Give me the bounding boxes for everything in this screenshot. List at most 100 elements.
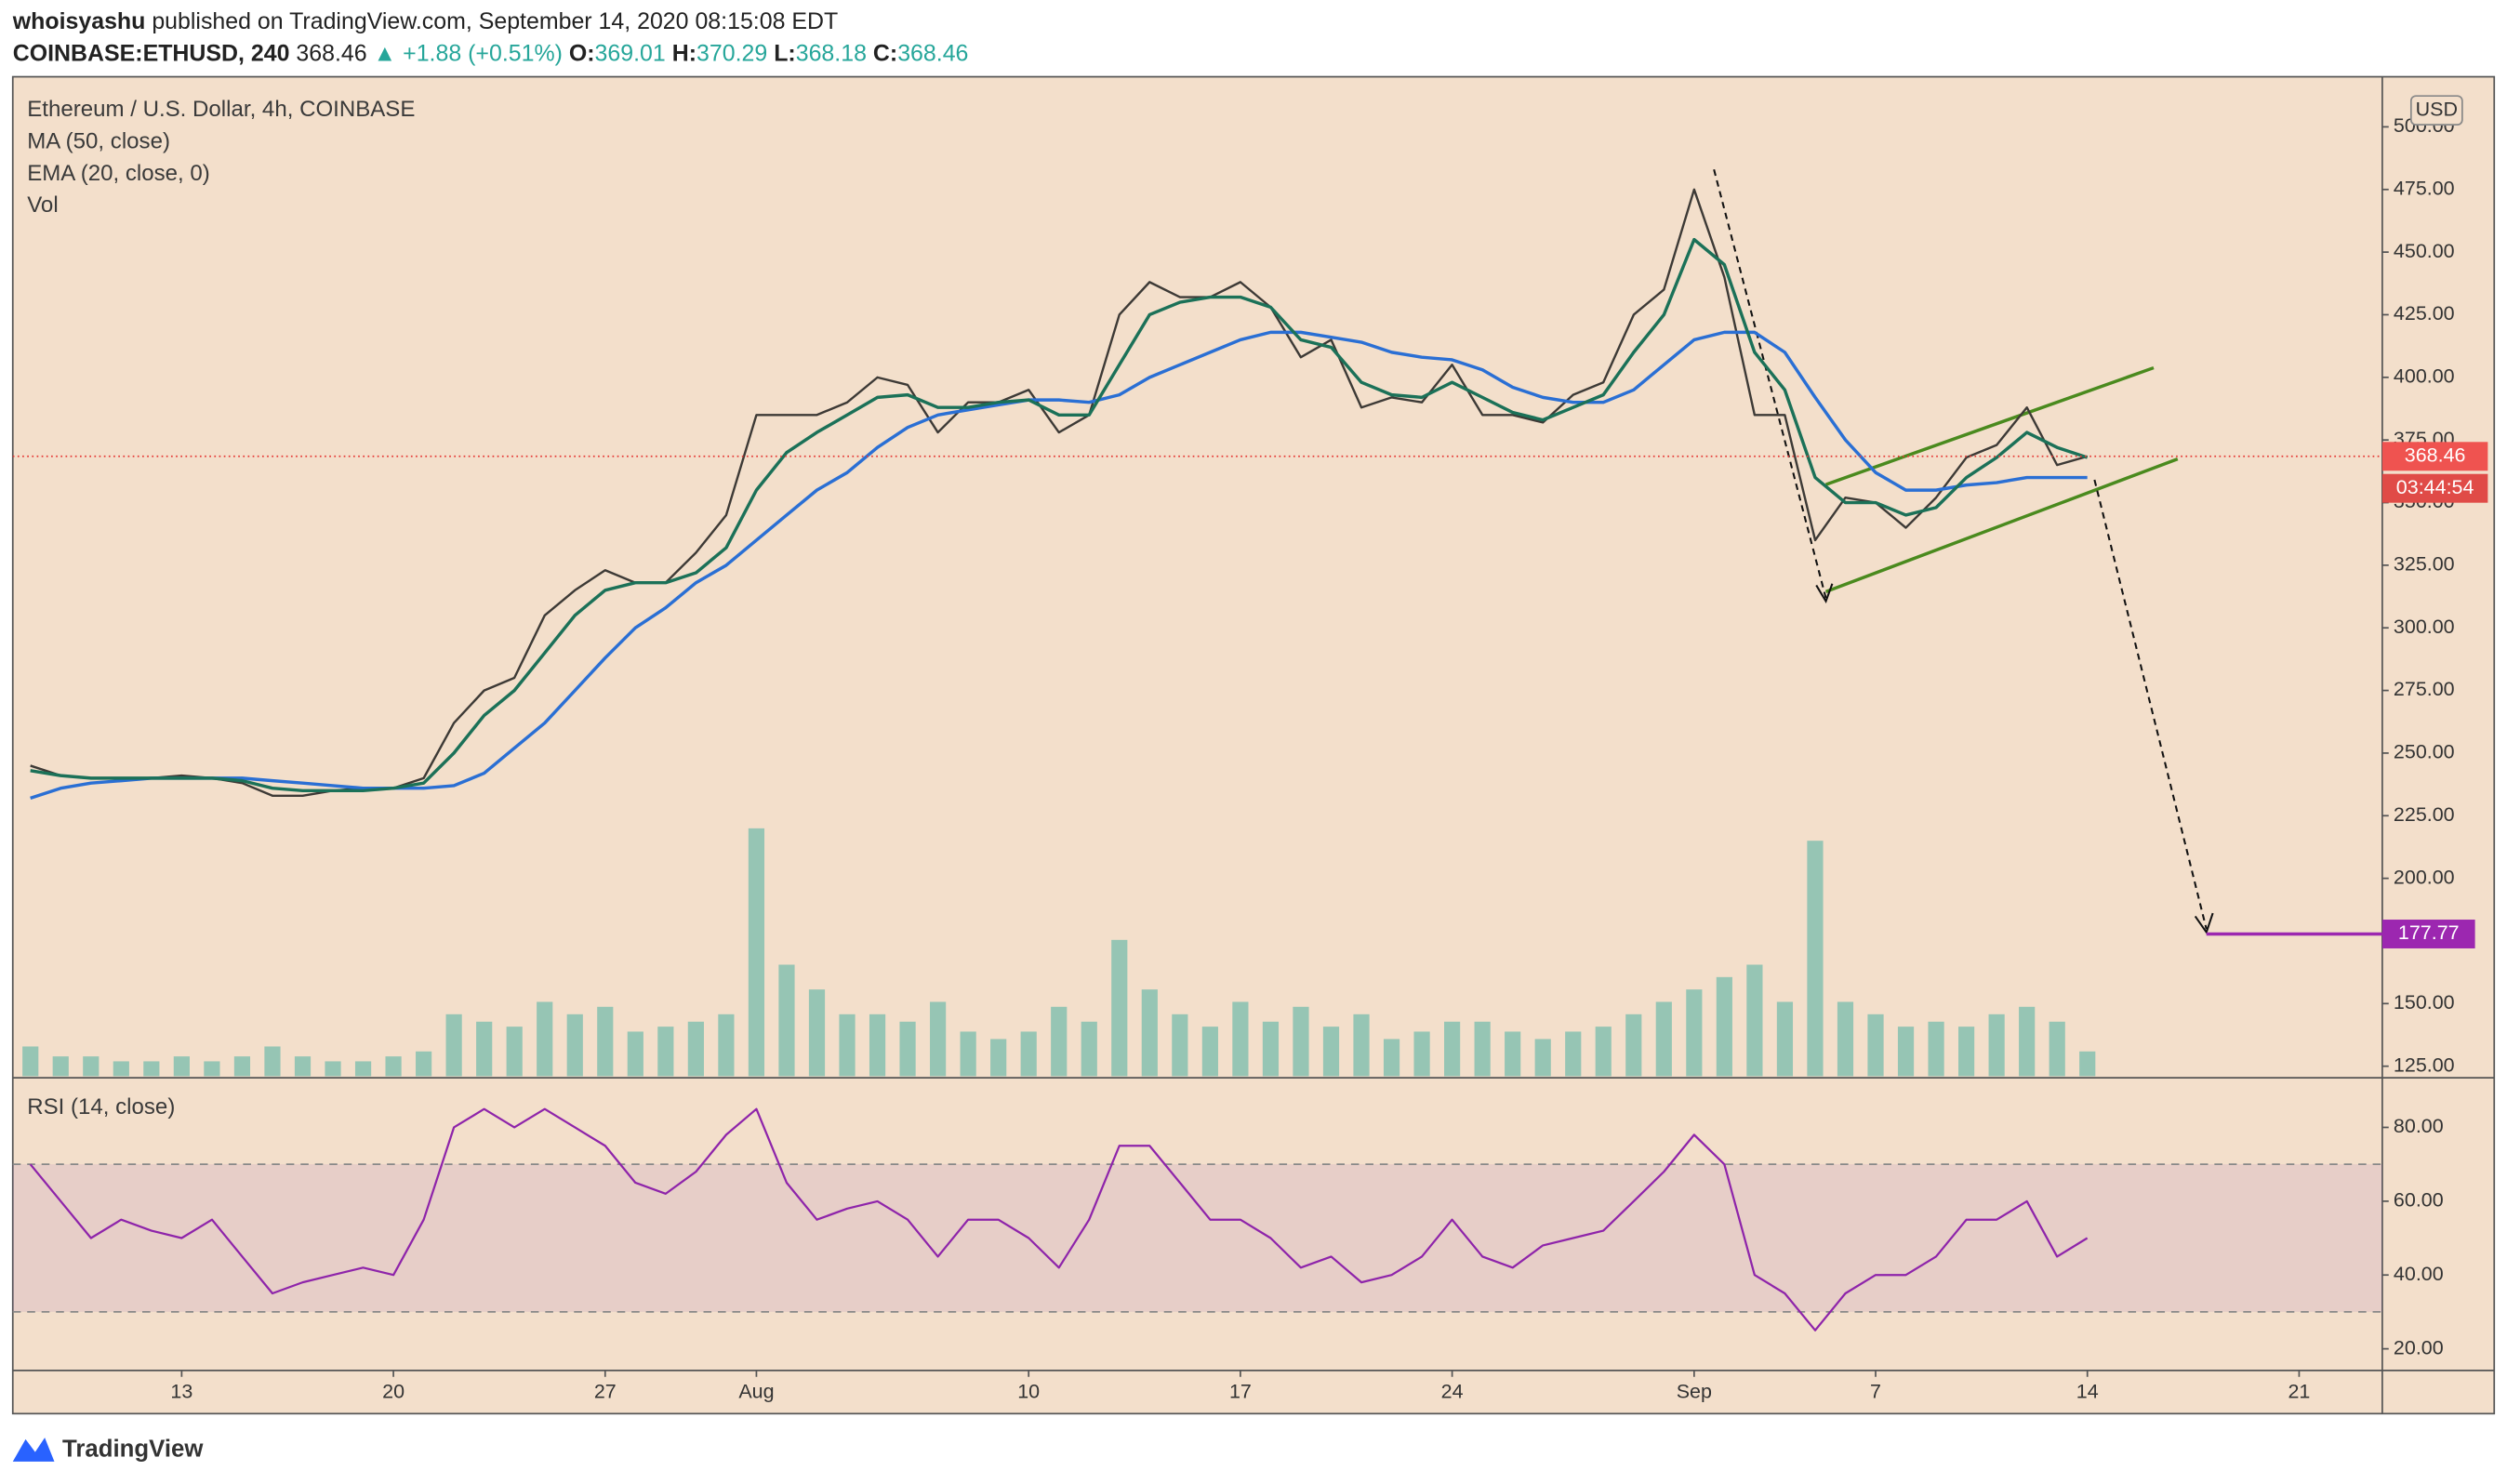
y-tick-label: 325.00	[2394, 553, 2455, 576]
symbol-line: COINBASE:ETHUSD, 240 368.46 ▲ +1.88 (+0.…	[13, 40, 969, 66]
header: whoisyashu published on TradingView.com,…	[12, 8, 969, 66]
target-label: 177.77	[2398, 921, 2460, 944]
last-price-box	[2381, 442, 2488, 471]
volume-bar	[1081, 1021, 1097, 1077]
legend: Ethereum / U.S. Dollar, 4h, COINBASE MA …	[27, 97, 415, 1120]
x-tick-label: 10	[1017, 1381, 1040, 1403]
x-tick-label: 13	[170, 1381, 192, 1403]
volume-bar	[385, 1056, 402, 1077]
volume-bar	[204, 1061, 220, 1077]
volume-bar	[1322, 1027, 1340, 1077]
volume-bar	[1807, 841, 1824, 1077]
volume-bar	[22, 1046, 39, 1077]
volume-bar	[325, 1061, 341, 1077]
volume-bar	[687, 1021, 704, 1077]
volume-bar	[627, 1031, 643, 1077]
volume-bar	[1897, 1027, 1915, 1077]
y-tick-label: 150.00	[2394, 991, 2455, 1014]
volume-bar	[1534, 1039, 1551, 1077]
x-tick-label: 7	[1870, 1381, 1881, 1403]
volume-bar	[83, 1056, 99, 1077]
volume-bar	[1716, 976, 1732, 1077]
volume-bar	[1353, 1014, 1370, 1077]
countdown-box	[2381, 473, 2488, 503]
volume-bar	[1444, 1021, 1461, 1077]
y-tick-label: 20.00	[2394, 1336, 2444, 1358]
volume-bar	[960, 1031, 976, 1077]
volume-bar	[990, 1039, 1007, 1077]
ohlc-label: O:	[569, 40, 595, 66]
volume-bar	[1565, 1031, 1582, 1077]
volume-bar	[1988, 1014, 2005, 1077]
volume-bar	[1413, 1031, 1430, 1077]
volume-bar	[1928, 1021, 1944, 1077]
volume-bar	[2079, 1051, 2096, 1077]
volume-bar	[2019, 1006, 2036, 1077]
volume-bar	[1051, 1006, 1068, 1077]
published: published on TradingView.com, September …	[152, 8, 838, 34]
arrow-head	[2194, 912, 2214, 934]
volume-bar	[506, 1027, 523, 1077]
channel-lower	[1824, 457, 2179, 593]
legend-entry: Vol	[27, 192, 58, 218]
volume-bar	[1262, 1021, 1280, 1077]
y-tick-label: 250.00	[2394, 741, 2455, 763]
volume-bar	[1867, 1014, 1884, 1077]
volume-bar	[869, 1014, 886, 1077]
last-price-label: 368.46	[2405, 444, 2466, 466]
x-tick-label: 14	[2076, 1381, 2099, 1403]
volume-bar	[1837, 1001, 1854, 1077]
y-tick-label: 425.00	[2394, 302, 2455, 325]
volume-bar	[416, 1051, 432, 1077]
ohlc-value: 368.46	[897, 40, 968, 66]
volume-bar	[1746, 964, 1763, 1077]
volume-bar	[778, 964, 795, 1077]
volume-bar	[597, 1006, 614, 1077]
volume-bar	[537, 1001, 553, 1077]
volume-bar	[930, 1001, 947, 1077]
y-tick-label: 400.00	[2394, 364, 2455, 387]
y-tick-label: 275.00	[2394, 678, 2455, 700]
volume-bar	[839, 1014, 856, 1077]
dashed-arrow	[2093, 479, 2208, 930]
drawings	[1713, 169, 2214, 934]
volume-bar	[1595, 1027, 1612, 1077]
x-tick-label: 24	[1441, 1381, 1464, 1403]
publisher: whoisyashu	[12, 8, 146, 34]
target-box	[2381, 920, 2475, 948]
volume-bar	[899, 1021, 916, 1077]
volume-bar	[1232, 1001, 1249, 1077]
volume-bar	[1958, 1027, 1975, 1077]
volume-bar	[1172, 1014, 1188, 1077]
volume-bar	[748, 828, 765, 1077]
footer: TradingView	[12, 1437, 204, 1463]
ohlc-value: 369.01	[595, 40, 666, 66]
ohlc-value: 368.18	[796, 40, 867, 66]
x-tick-label: 21	[2288, 1381, 2310, 1403]
y-tick-label: 80.00	[2394, 1115, 2444, 1137]
x-tick-label: 17	[1229, 1381, 1252, 1403]
last: 368.46	[296, 40, 366, 66]
volume-bar	[1655, 1001, 1672, 1077]
x-tick-label: Aug	[738, 1381, 774, 1403]
volume-bar	[1293, 1006, 1309, 1077]
volume-bar	[143, 1061, 160, 1077]
volume-bar	[2049, 1021, 2065, 1077]
y-tick-label: 300.00	[2394, 616, 2455, 638]
footer-brand: TradingView	[62, 1437, 204, 1463]
volume-bar	[1201, 1027, 1218, 1077]
volume-bar	[1686, 989, 1703, 1077]
volume-bar	[808, 989, 826, 1077]
y-tick-label: 475.00	[2394, 177, 2455, 199]
x-tick-label: 20	[382, 1381, 405, 1403]
y-tick-label: 200.00	[2394, 866, 2455, 888]
y-tick-label: 125.00	[2394, 1053, 2455, 1076]
ohlc-label: H:	[672, 40, 696, 66]
y-tick-label: 225.00	[2394, 803, 2455, 826]
logo	[12, 1438, 55, 1462]
volume-bar	[1625, 1014, 1642, 1077]
legend-entry: MA (50, close)	[27, 128, 170, 153]
y-tick-label: 60.00	[2394, 1189, 2444, 1212]
